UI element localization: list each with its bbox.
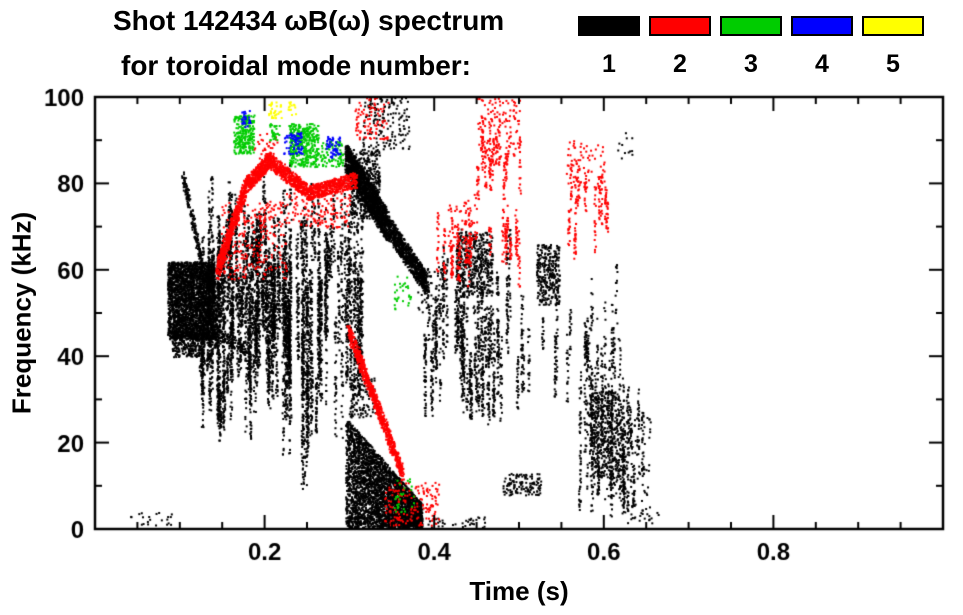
legend-label-n1: 1	[602, 50, 616, 78]
legend-swatch-n5	[862, 16, 924, 36]
legend-swatch-n2	[649, 16, 711, 36]
legend-label-n2: 2	[673, 50, 687, 78]
legend-swatch-n1	[578, 16, 640, 36]
legend-label-n5: 5	[886, 50, 900, 78]
y-axis-label: Frequency (kHz)	[6, 211, 37, 415]
chart-title: Shot 142434 ωB(ω) spectrum	[113, 5, 505, 36]
legend-label-n3: 3	[744, 50, 758, 78]
x-axis-label: Time (s)	[469, 576, 569, 606]
legend	[578, 16, 924, 36]
legend-labels: 1 2 3 4 5	[578, 50, 924, 79]
legend-swatch-n4	[791, 16, 853, 36]
legend-label-n4: 4	[815, 50, 829, 78]
legend-swatch-n3	[720, 16, 782, 36]
chart-subtitle: for toroidal mode number:	[121, 50, 471, 81]
